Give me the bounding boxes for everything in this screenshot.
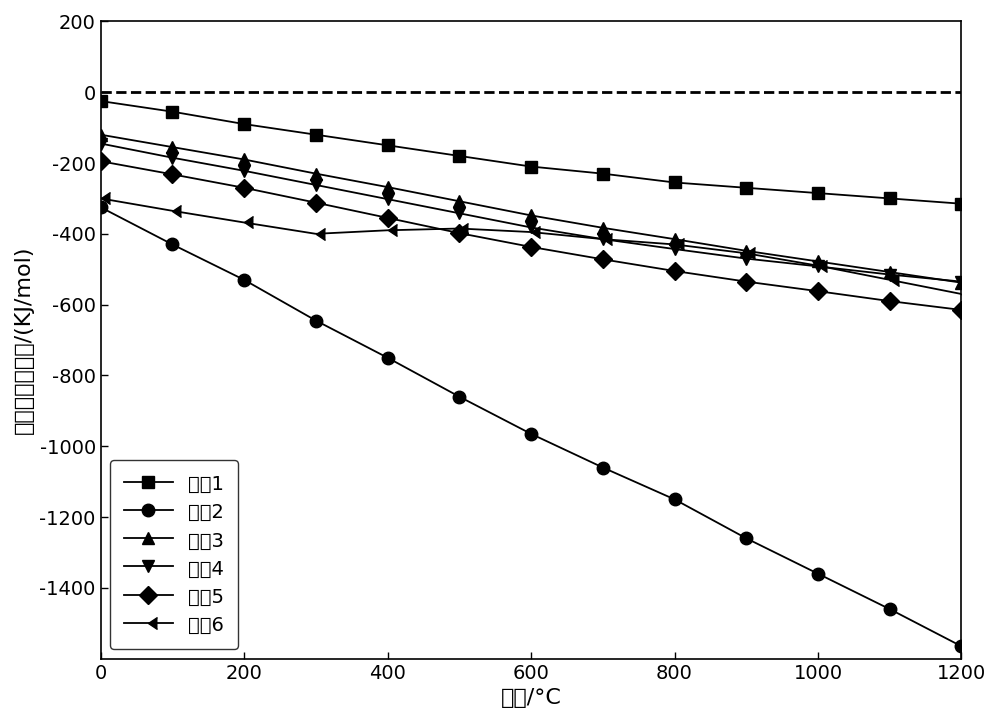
反共6 (166, 206, 178, 215)
反共1 (382, 141, 394, 149)
反共1 (95, 97, 107, 105)
反共3 (95, 131, 107, 139)
反共5 (238, 183, 250, 192)
反共5 (669, 266, 681, 275)
反共3 (525, 211, 537, 219)
反共6 (95, 194, 107, 203)
反共5 (812, 287, 824, 295)
反共4 (884, 270, 896, 279)
反共2 (812, 570, 824, 578)
Line: 反共4: 反共4 (94, 137, 968, 288)
反共6 (955, 290, 967, 298)
反共6 (884, 276, 896, 284)
反共5 (310, 199, 322, 207)
反共5 (955, 305, 967, 314)
反共6 (597, 235, 609, 243)
反共5 (597, 255, 609, 264)
反共4 (955, 277, 967, 286)
反共3 (382, 183, 394, 191)
反共6 (525, 227, 537, 236)
反共1 (812, 188, 824, 197)
反共6 (310, 230, 322, 238)
反共3 (812, 257, 824, 266)
反共3 (453, 197, 465, 206)
反共2 (238, 276, 250, 284)
反共2 (166, 240, 178, 249)
反共4 (382, 195, 394, 204)
反共4 (166, 153, 178, 162)
反共6 (812, 261, 824, 270)
Line: 反共3: 反共3 (94, 129, 968, 289)
反共2 (453, 392, 465, 401)
反共1 (238, 120, 250, 129)
反共1 (669, 178, 681, 187)
反共3 (597, 224, 609, 232)
反共1 (884, 194, 896, 203)
反共6 (453, 225, 465, 233)
反共4 (525, 223, 537, 232)
反共1 (166, 108, 178, 116)
反共6 (382, 226, 394, 235)
反共6 (669, 240, 681, 249)
反共3 (740, 246, 752, 255)
反共2 (884, 605, 896, 614)
反共4 (740, 254, 752, 263)
反共2 (95, 203, 107, 212)
X-axis label: 温度/°C: 温度/°C (501, 688, 562, 708)
反共3 (884, 268, 896, 277)
反共1 (740, 183, 752, 192)
反共5 (166, 170, 178, 178)
反共3 (238, 155, 250, 164)
Line: 反共6: 反共6 (94, 192, 968, 300)
反共4 (812, 262, 824, 271)
反共2 (955, 642, 967, 651)
反共2 (382, 353, 394, 362)
反共4 (238, 167, 250, 175)
反共4 (95, 139, 107, 148)
反共5 (95, 157, 107, 165)
反共5 (525, 243, 537, 251)
反共2 (310, 316, 322, 325)
反共3 (955, 279, 967, 287)
反共1 (453, 152, 465, 160)
反共2 (597, 464, 609, 472)
Legend: 反共1, 反共2, 反共3, 反共4, 反共5, 反共6: 反共1, 反共2, 反共3, 反共4, 反共5, 反共6 (110, 460, 238, 649)
反共2 (669, 495, 681, 504)
反共4 (310, 180, 322, 189)
反共1 (525, 162, 537, 171)
反共1 (310, 131, 322, 139)
反共1 (955, 199, 967, 208)
反共3 (310, 169, 322, 178)
反共6 (740, 249, 752, 258)
反共2 (525, 430, 537, 438)
反共5 (453, 229, 465, 238)
反共6 (238, 218, 250, 227)
反共3 (166, 143, 178, 152)
反共4 (669, 245, 681, 253)
反共4 (453, 209, 465, 217)
反共5 (740, 277, 752, 286)
反共5 (884, 297, 896, 305)
反共3 (669, 235, 681, 243)
Y-axis label: 吉布斯自由能变/(KJ/mol): 吉布斯自由能变/(KJ/mol) (14, 245, 34, 435)
Line: 反共2: 反共2 (94, 201, 968, 653)
反共1 (597, 169, 609, 178)
Line: 反共5: 反共5 (94, 155, 968, 316)
反共4 (597, 235, 609, 243)
Line: 反共1: 反共1 (94, 95, 968, 210)
反共2 (740, 534, 752, 543)
反共5 (382, 214, 394, 222)
